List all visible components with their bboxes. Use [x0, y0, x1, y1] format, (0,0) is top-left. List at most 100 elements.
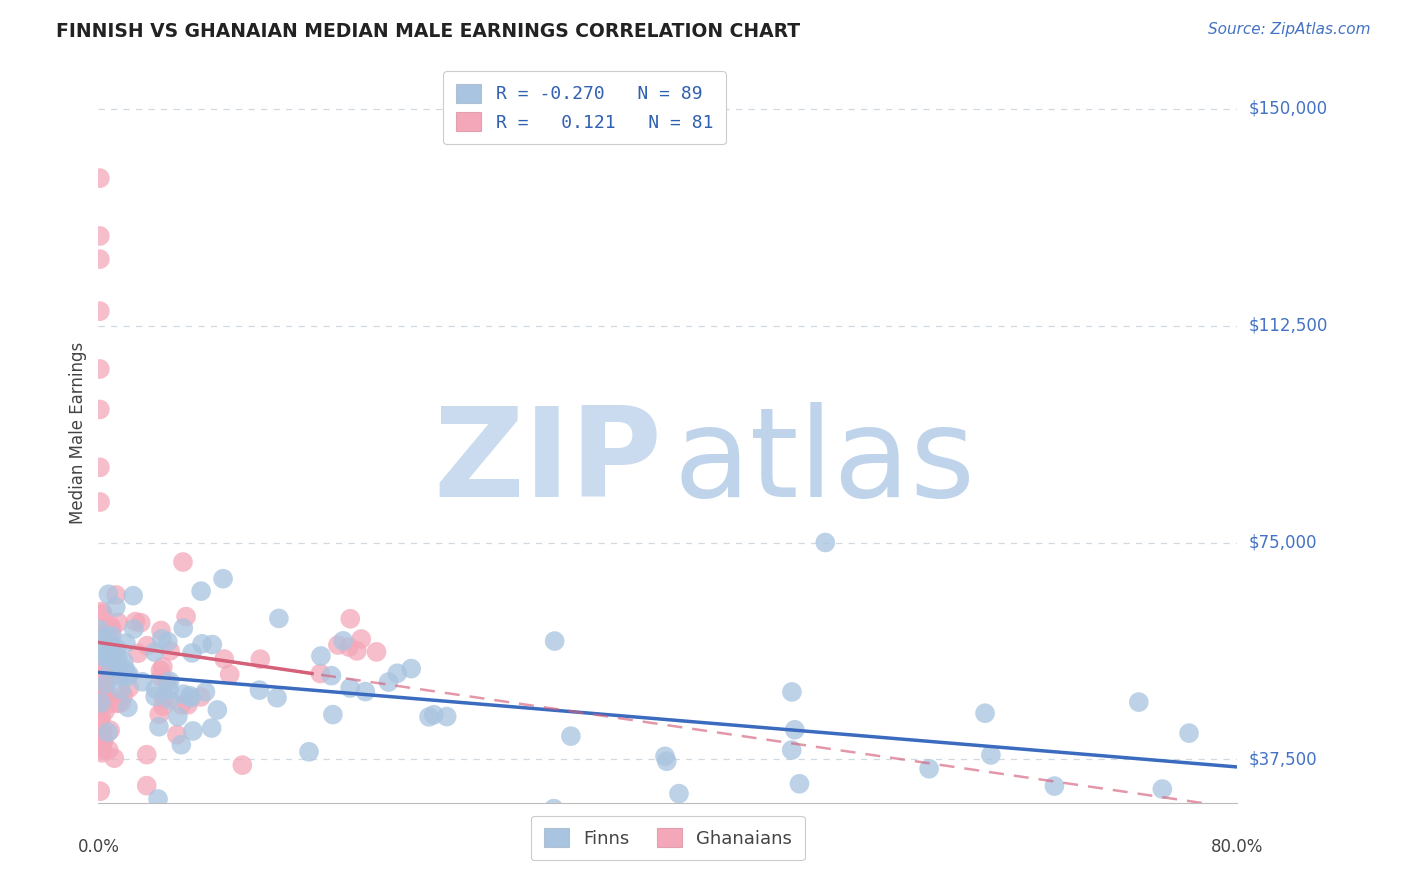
- Point: [90, 698, 112, 713]
- Point: [91, 646, 114, 660]
- Point: [101, 629, 124, 643]
- Point: [89, 304, 111, 318]
- Point: [90, 696, 112, 710]
- Point: [103, 651, 125, 665]
- Point: [89, 460, 111, 475]
- Point: [346, 644, 368, 658]
- Point: [89, 495, 111, 509]
- Point: [148, 720, 170, 734]
- Point: [103, 751, 125, 765]
- Point: [124, 615, 146, 629]
- Point: [136, 639, 159, 653]
- Point: [97, 725, 120, 739]
- Point: [980, 747, 1002, 762]
- Point: [179, 689, 201, 703]
- Point: [780, 685, 803, 699]
- Point: [1128, 695, 1150, 709]
- Point: [94, 704, 117, 718]
- Point: [97, 587, 120, 601]
- Point: [90, 657, 112, 671]
- Point: [654, 749, 676, 764]
- Point: [249, 683, 271, 698]
- Point: [156, 675, 179, 690]
- Point: [122, 622, 145, 636]
- Point: [789, 777, 811, 791]
- Point: [212, 572, 235, 586]
- Point: [339, 612, 361, 626]
- Point: [107, 615, 129, 630]
- Text: $75,000: $75,000: [1249, 533, 1317, 551]
- Point: [148, 707, 170, 722]
- Point: [212, 652, 235, 666]
- Point: [96, 630, 118, 644]
- Point: [89, 402, 111, 417]
- Point: [101, 623, 124, 637]
- Point: [152, 659, 174, 673]
- Point: [91, 649, 114, 664]
- Point: [114, 807, 136, 822]
- Point: [131, 674, 153, 689]
- Point: [152, 699, 174, 714]
- Point: [104, 600, 127, 615]
- Legend: Finns, Ghanaians: Finns, Ghanaians: [531, 816, 804, 861]
- Point: [89, 362, 111, 376]
- Point: [91, 746, 114, 760]
- Point: [339, 681, 361, 695]
- Point: [112, 688, 135, 702]
- Point: [172, 621, 194, 635]
- Point: [387, 666, 409, 681]
- Point: [90, 678, 112, 692]
- Point: [91, 724, 114, 739]
- Point: [918, 762, 941, 776]
- Text: atlas: atlas: [673, 401, 976, 523]
- Point: [655, 754, 678, 768]
- Point: [156, 634, 179, 648]
- Point: [783, 723, 806, 737]
- Point: [309, 666, 332, 681]
- Point: [97, 743, 120, 757]
- Point: [94, 677, 117, 691]
- Point: [201, 721, 224, 735]
- Point: [110, 819, 132, 833]
- Point: [153, 691, 176, 706]
- Point: [105, 588, 128, 602]
- Point: [91, 731, 114, 745]
- Point: [172, 687, 194, 701]
- Point: [1152, 782, 1174, 797]
- Point: [560, 729, 582, 743]
- Point: [177, 698, 200, 712]
- Point: [105, 641, 128, 656]
- Point: [143, 645, 166, 659]
- Point: [170, 738, 193, 752]
- Text: $150,000: $150,000: [1249, 100, 1327, 118]
- Point: [110, 696, 132, 710]
- Point: [159, 693, 181, 707]
- Point: [350, 632, 373, 646]
- Text: ZIP: ZIP: [433, 401, 662, 523]
- Point: [337, 640, 360, 654]
- Point: [266, 690, 288, 705]
- Point: [181, 646, 204, 660]
- Point: [90, 605, 112, 619]
- Point: [366, 645, 388, 659]
- Point: [814, 535, 837, 549]
- Point: [231, 758, 253, 772]
- Point: [149, 624, 172, 638]
- Point: [149, 670, 172, 684]
- Point: [100, 651, 122, 665]
- Y-axis label: Median Male Earnings: Median Male Earnings: [69, 342, 87, 524]
- Point: [298, 745, 321, 759]
- Point: [91, 607, 114, 621]
- Point: [108, 667, 131, 681]
- Point: [146, 792, 169, 806]
- Point: [191, 637, 214, 651]
- Point: [321, 668, 343, 682]
- Point: [100, 660, 122, 674]
- Point: [89, 623, 111, 637]
- Point: [181, 723, 204, 738]
- Point: [117, 700, 139, 714]
- Point: [89, 784, 111, 798]
- Point: [159, 674, 181, 689]
- Point: [174, 609, 197, 624]
- Point: [122, 589, 145, 603]
